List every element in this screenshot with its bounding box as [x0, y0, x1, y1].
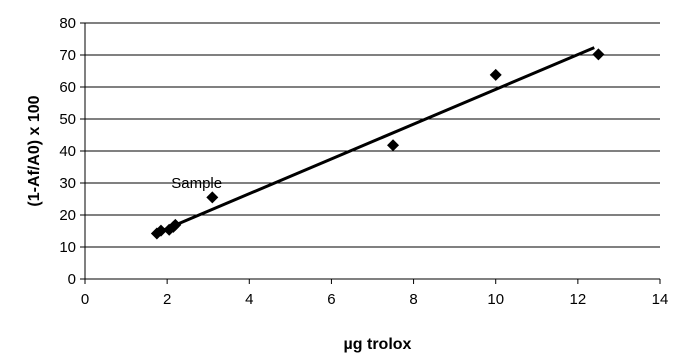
x-tick-label: 4 [245, 291, 253, 308]
data-point [206, 191, 219, 204]
y-tick-label: 20 [59, 207, 76, 224]
y-tick-label: 50 [59, 111, 76, 128]
x-tick-label: 2 [163, 291, 171, 308]
x-tick-label: 6 [327, 291, 335, 308]
x-tick-label: 8 [409, 291, 417, 308]
data-point [592, 48, 605, 61]
trendline-group [158, 46, 595, 234]
x-tick-label: 12 [570, 291, 587, 308]
y-tick-label: 70 [59, 47, 76, 64]
x-tick-label: 0 [81, 291, 89, 308]
x-tick-label: 14 [652, 291, 669, 308]
trendline [158, 46, 595, 234]
x-axis-title: µg trolox [344, 336, 412, 353]
y-tick-label: 80 [59, 15, 76, 32]
data-points [150, 48, 605, 240]
data-point [154, 224, 167, 237]
annotation-sample: Sample [171, 175, 222, 192]
y-axis-title: (1-Af/A0) x 100 [26, 95, 43, 206]
y-tick-labels: 0 10 20 30 40 50 60 70 80 [59, 15, 76, 288]
data-point [489, 68, 502, 81]
y-tick-label: 0 [68, 271, 76, 288]
y-tick-label: 10 [59, 239, 76, 256]
y-tick-label: 60 [59, 79, 76, 96]
y-tick-label: 40 [59, 143, 76, 160]
gridlines [85, 22, 660, 248]
x-tick-labels: 0 2 4 6 8 10 12 14 [81, 291, 669, 308]
x-tick-label: 10 [487, 291, 504, 308]
data-point [387, 139, 400, 152]
annotations: Sample [171, 175, 222, 192]
y-tick-label: 30 [59, 175, 76, 192]
axes [80, 22, 661, 284]
data-point [169, 218, 182, 231]
